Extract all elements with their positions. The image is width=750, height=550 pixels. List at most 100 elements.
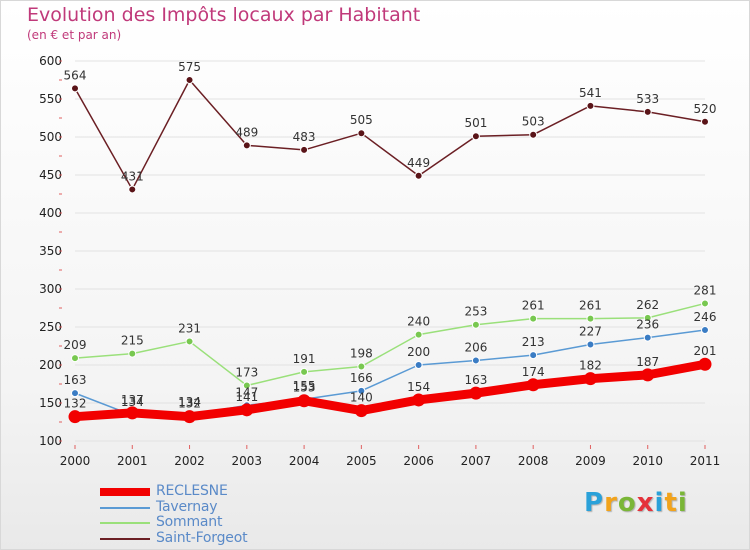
data-point-sommant (357, 362, 366, 371)
data-point-reclesne (240, 403, 254, 417)
data-label-sommant: 198 (350, 347, 373, 361)
y-tick-label: 500 (39, 130, 62, 144)
legend-swatch-sommant (100, 522, 150, 524)
x-tick-label: 2004 (289, 454, 320, 468)
data-label-saint-forgeot: 505 (350, 113, 373, 127)
y-tick-label: 250 (39, 320, 62, 334)
data-label-saint-forgeot: 520 (694, 102, 717, 116)
data-label-saint-forgeot: 501 (464, 116, 487, 130)
data-point-saint-forgeot (185, 76, 194, 84)
legend-swatch-tavernay (100, 506, 150, 509)
data-point-sommant (414, 330, 423, 339)
data-label-saint-forgeot: 489 (235, 125, 258, 139)
data-point-reclesne (354, 404, 368, 418)
data-label-tavernay: 227 (579, 324, 602, 338)
legend-label-reclesne: RECLESNE (156, 483, 228, 499)
logo-letter: i (677, 488, 688, 518)
data-label-sommant: 173 (235, 366, 258, 380)
data-label-reclesne: 174 (522, 365, 545, 379)
data-label-sommant: 261 (522, 299, 545, 313)
data-label-tavernay: 206 (464, 340, 487, 354)
data-point-reclesne (412, 393, 426, 407)
chart-title: Evolution des Impôts locaux par Habitant (27, 4, 421, 26)
y-tick-label: 400 (39, 206, 62, 220)
y-tick-label: 200 (39, 358, 62, 372)
data-point-tavernay (586, 340, 595, 349)
data-label-saint-forgeot: 503 (522, 115, 545, 129)
data-point-reclesne (526, 378, 540, 392)
data-point-tavernay (701, 326, 709, 335)
series-line-reclesne (70, 359, 710, 422)
data-label-reclesne: 132 (64, 397, 87, 411)
x-tick-label: 2009 (575, 454, 606, 468)
data-point-tavernay (357, 386, 366, 395)
data-label-tavernay: 213 (522, 335, 545, 349)
data-label-reclesne: 140 (350, 391, 373, 405)
data-label-sommant: 209 (64, 338, 87, 352)
data-point-sommant (71, 354, 79, 363)
legend-label-saint-forgeot: Saint-Forgeot (156, 529, 248, 546)
x-tick-label: 2005 (346, 454, 377, 468)
x-tick-label: 2002 (174, 454, 205, 468)
data-point-reclesne (583, 372, 597, 386)
data-label-saint-forgeot: 564 (64, 68, 87, 82)
data-point-reclesne (68, 410, 82, 424)
data-label-tavernay: 163 (64, 373, 87, 387)
data-point-saint-forgeot (71, 84, 79, 93)
data-point-sommant (242, 381, 251, 390)
data-label-tavernay: 246 (694, 310, 717, 324)
x-tick-label: 2003 (232, 454, 263, 468)
data-label-tavernay: 236 (636, 318, 659, 332)
x-tick-label: 2000 (60, 454, 91, 468)
data-point-sommant (471, 320, 480, 329)
data-point-reclesne (297, 394, 311, 408)
logo-letter: o (617, 488, 637, 518)
data-label-reclesne: 182 (579, 359, 602, 373)
data-point-tavernay (529, 351, 538, 360)
data-point-reclesne (698, 357, 712, 371)
y-tick-label: 600 (39, 54, 62, 68)
y-tick-label: 300 (39, 282, 62, 296)
data-label-tavernay: 134 (178, 395, 201, 409)
data-point-sommant (128, 349, 137, 358)
data-point-sommant (185, 337, 194, 346)
data-point-saint-forgeot (586, 101, 595, 110)
x-tick-label: 2011 (690, 454, 721, 468)
data-point-saint-forgeot (643, 107, 652, 116)
data-label-saint-forgeot: 575 (178, 60, 201, 74)
data-point-saint-forgeot (529, 130, 538, 139)
data-point-sommant (300, 367, 309, 376)
x-tick-label: 2008 (518, 454, 549, 468)
data-label-sommant: 240 (407, 315, 430, 329)
data-point-sommant (643, 313, 652, 322)
data-label-saint-forgeot: 533 (636, 92, 659, 106)
data-label-saint-forgeot: 449 (407, 156, 430, 170)
data-label-sommant: 281 (694, 283, 717, 297)
data-point-tavernay (414, 361, 423, 369)
logo-letter: r (604, 488, 618, 518)
data-point-saint-forgeot (300, 145, 309, 154)
data-label-reclesne: 154 (407, 380, 430, 394)
data-point-reclesne (469, 386, 483, 400)
y-tick-label: 100 (39, 434, 62, 448)
x-tick-label: 2001 (117, 454, 148, 468)
logo-letter: x (636, 488, 655, 518)
data-label-tavernay: 200 (407, 345, 430, 359)
y-tick-label: 350 (39, 244, 62, 258)
x-tick-label: 2007 (461, 454, 492, 468)
logo-letter: t (664, 488, 678, 518)
data-label-tavernay: 134 (121, 395, 144, 409)
data-point-saint-forgeot (128, 185, 137, 194)
data-label-reclesne: 141 (235, 390, 258, 404)
data-label-reclesne: 163 (464, 373, 487, 387)
data-label-sommant: 231 (178, 321, 201, 335)
legend-label-tavernay: Tavernay (156, 498, 218, 515)
proxiti-logo: Proxiti (584, 488, 688, 518)
data-label-saint-forgeot: 431 (121, 169, 144, 183)
data-label-saint-forgeot: 541 (579, 86, 602, 100)
chart-subtitle: (en € et par an) (27, 28, 122, 42)
data-point-sommant (701, 299, 709, 308)
data-point-saint-forgeot (414, 171, 423, 180)
